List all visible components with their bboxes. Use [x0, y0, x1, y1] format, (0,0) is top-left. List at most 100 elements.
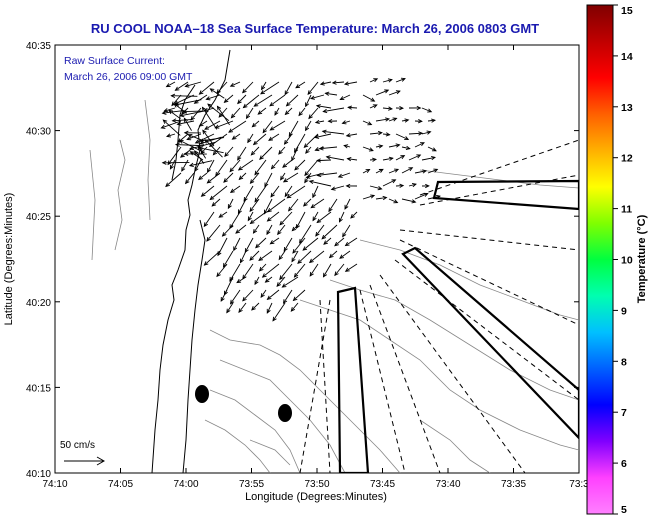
current-vector-arrow [227, 198, 234, 210]
bathymetry-contours [89, 99, 579, 473]
current-vector-arrow [343, 144, 351, 149]
current-vector-arrow [382, 78, 393, 83]
current-vector-arrow [408, 154, 422, 161]
current-vector-arrow [278, 146, 286, 155]
current-vector-arrow [249, 198, 260, 213]
current-vector-arrow [362, 120, 373, 126]
current-vector-arrow [307, 81, 319, 96]
current-vector-arrow [201, 106, 218, 130]
current-vector-arrow [198, 172, 208, 181]
current-vector-arrow [292, 289, 306, 302]
current-vector-arrow [395, 77, 406, 83]
colorbar-tick-label: 6 [621, 458, 627, 470]
current-vector-arrow [251, 120, 260, 128]
current-vector-arrow [169, 159, 176, 170]
current-vector-arrow [223, 94, 234, 104]
current-vector-arrow [427, 168, 439, 174]
current-vector-arrow [414, 192, 429, 200]
current-vector-arrow [231, 133, 241, 140]
current-vector-arrow [228, 120, 247, 133]
current-vector-arrow [264, 276, 273, 283]
current-vector-arrow [277, 224, 286, 236]
current-vector-arrow [206, 224, 221, 242]
colorbar-ticks: 5 6 7 8 9 10 11 12 13 14 15 [613, 4, 633, 516]
current-vector-arrow [288, 198, 299, 212]
current-vector-arrow [302, 198, 312, 207]
current-vector-arrow [226, 302, 234, 314]
current-vector-arrow [308, 107, 319, 120]
current-vector-arrow [202, 129, 215, 146]
current-vector-arrow [203, 250, 221, 266]
current-vector-arrow [401, 118, 410, 123]
current-vector-arrow [362, 94, 376, 102]
current-vector-arrow [264, 172, 273, 188]
current-vector-arrow [298, 107, 306, 117]
current-vector-arrow [334, 237, 345, 247]
surface-current-vectors [160, 77, 441, 322]
current-vector-arrow [278, 250, 286, 261]
current-vector-arrow [220, 289, 228, 302]
current-vector-arrow [184, 172, 195, 185]
colorbar-tick-label: 8 [621, 356, 627, 368]
current-vector-arrow [245, 107, 254, 120]
y-axis-ticks: 40:35 40:30 40:25 40:20 40:15 40:10 [26, 41, 579, 480]
current-vector-arrow [338, 211, 345, 223]
current-vector-arrow [305, 94, 312, 108]
current-vector-arrow [291, 224, 299, 232]
current-vector-arrow [171, 118, 192, 123]
current-vector-arrow [421, 130, 432, 135]
map-panel: Raw Surface Current: March 26, 2006 09:0… [3, 41, 589, 503]
current-vector-arrow [269, 237, 280, 245]
current-vector-arrow [254, 185, 267, 203]
y-tick-label: 40:30 [26, 127, 51, 138]
current-vector-arrow [274, 107, 280, 116]
y-tick-label: 40:10 [26, 469, 51, 480]
current-vector-arrow [229, 159, 241, 173]
colorbar-gradient [586, 4, 614, 515]
x-tick-label: 73:50 [304, 479, 329, 490]
current-vector-arrow [414, 142, 425, 148]
colorbar-tick-label: 12 [621, 153, 633, 165]
antenna-beam-outlines [336, 179, 579, 473]
current-vector-arrow [247, 133, 254, 144]
current-vector-arrow [427, 194, 441, 200]
current-vector-arrow [283, 237, 293, 252]
radar-beam-lines [299, 139, 579, 473]
current-vector-arrow [247, 211, 254, 222]
current-vector-arrow [270, 185, 280, 198]
current-vector-arrow [282, 172, 299, 183]
current-vector-arrow [295, 81, 306, 89]
current-vector-arrow [369, 185, 383, 191]
current-vector-arrow [309, 94, 325, 100]
current-vector-arrow [229, 185, 241, 193]
current-vector-arrow [414, 119, 423, 124]
current-vector-arrow [257, 107, 267, 115]
current-vector-arrow [344, 263, 358, 272]
colorbar-tick-label: 14 [621, 51, 633, 63]
current-vector-arrow [314, 119, 325, 125]
current-vector-arrow [204, 120, 221, 130]
current-vector-arrow [204, 138, 223, 158]
current-vector-arrow [272, 302, 286, 322]
current-vector-arrow [194, 159, 202, 172]
x-axis-ticks: 74:10 74:05 74:00 73:55 73:50 73:45 73:40 73:35… [42, 45, 589, 490]
current-vector-arrow [163, 107, 176, 113]
current-vector-arrow [262, 120, 273, 134]
current-vector-arrow [237, 146, 247, 161]
current-vector-arrow [183, 151, 207, 156]
current-vector-arrow [198, 146, 224, 154]
current-vector-arrow [388, 198, 399, 204]
current-vector-arrow [285, 94, 299, 107]
current-vector-arrow [342, 224, 351, 238]
current-vector-arrow [315, 104, 332, 109]
colorbar-tick-label: 13 [621, 102, 633, 114]
current-vector-arrow [243, 185, 254, 202]
current-vector-arrow [237, 159, 254, 171]
current-vector-arrow [401, 198, 417, 204]
current-vector-arrow [401, 145, 411, 151]
current-vector-arrow [341, 120, 351, 125]
current-vector-arrow [318, 146, 338, 151]
current-vector-arrow [312, 185, 319, 199]
current-vector-arrow [229, 289, 241, 305]
